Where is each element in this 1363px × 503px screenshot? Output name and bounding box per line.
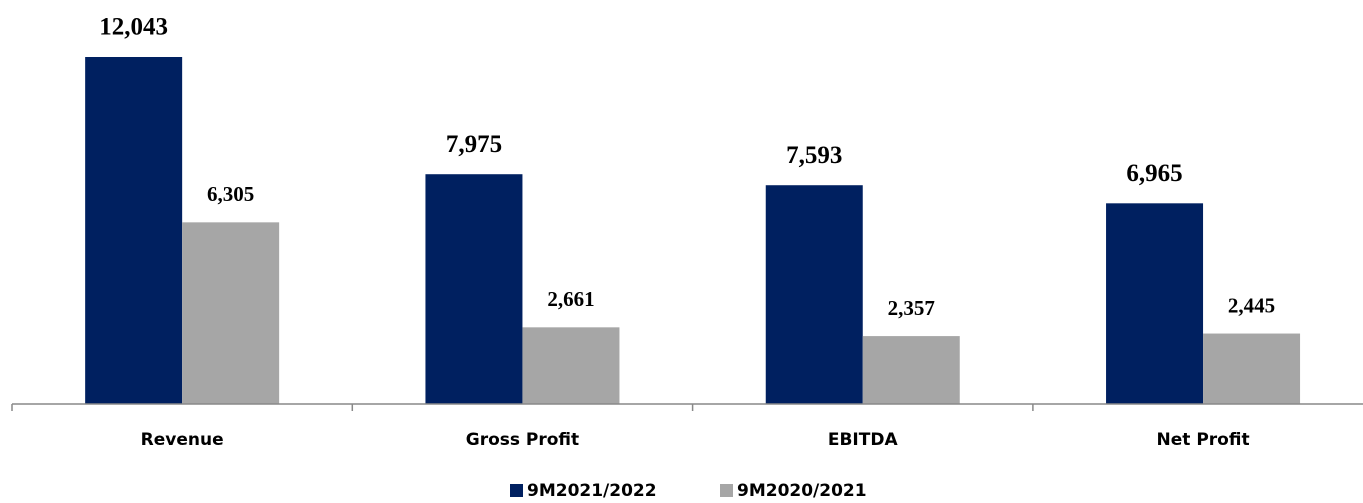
bar bbox=[425, 174, 523, 404]
bar bbox=[522, 327, 620, 404]
bar bbox=[85, 57, 183, 404]
legend-swatch bbox=[720, 484, 733, 497]
bar bbox=[765, 185, 863, 404]
value-label: 7,975 bbox=[446, 131, 502, 158]
value-label: 6,965 bbox=[1126, 160, 1182, 187]
legend-label: 9M2020/2021 bbox=[737, 481, 867, 501]
x-tick-label: Revenue bbox=[141, 430, 224, 450]
bar bbox=[182, 222, 280, 404]
value-label: 12,043 bbox=[99, 14, 168, 41]
bar bbox=[1106, 203, 1204, 404]
x-tick-label: Gross Profit bbox=[466, 430, 579, 450]
value-label: 7,593 bbox=[786, 142, 842, 169]
value-label: 2,445 bbox=[1228, 293, 1275, 317]
value-label: 2,357 bbox=[888, 296, 935, 320]
x-tick-label: Net Profit bbox=[1157, 430, 1250, 450]
value-label: 6,305 bbox=[207, 182, 254, 206]
bar bbox=[862, 336, 960, 404]
bar bbox=[1203, 333, 1301, 404]
x-tick-label: EBITDA bbox=[828, 430, 899, 450]
legend-label: 9M2021/2022 bbox=[527, 481, 657, 501]
value-label: 2,661 bbox=[547, 287, 594, 311]
legend-swatch bbox=[510, 484, 523, 497]
